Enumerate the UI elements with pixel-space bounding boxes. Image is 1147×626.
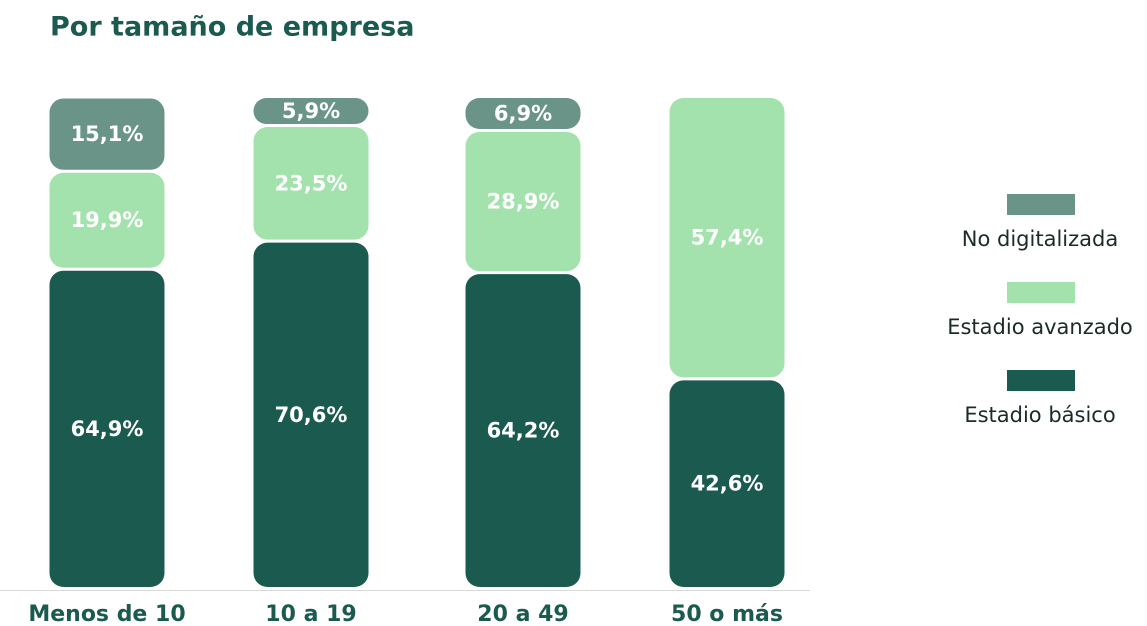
data-label: 64,2% bbox=[487, 419, 560, 443]
legend-label: No digitalizada bbox=[962, 227, 1118, 251]
bar-segment bbox=[465, 98, 581, 129]
bar-segment bbox=[253, 242, 369, 587]
bar-segment bbox=[465, 131, 581, 272]
data-label: 19,9% bbox=[71, 208, 144, 232]
x-tick-label: Menos de 10 bbox=[28, 602, 185, 626]
data-label: 23,5% bbox=[275, 171, 348, 195]
bar-segment bbox=[465, 274, 581, 587]
bar-segment bbox=[669, 380, 785, 587]
x-tick-label: 50 o más bbox=[671, 602, 783, 626]
chart-title: Por tamaño de empresa bbox=[50, 12, 414, 43]
legend-swatch bbox=[1007, 194, 1075, 215]
legend-swatch bbox=[1007, 370, 1075, 391]
bar-segment bbox=[49, 270, 165, 587]
data-label: 15,1% bbox=[71, 122, 144, 146]
bar-segment bbox=[49, 98, 165, 170]
legend-label: Estadio avanzado bbox=[947, 315, 1133, 339]
bar-segment bbox=[669, 98, 785, 378]
bar-segment bbox=[253, 98, 369, 125]
data-label: 70,6% bbox=[275, 403, 348, 427]
data-label: 28,9% bbox=[487, 190, 560, 214]
bar-segment bbox=[49, 172, 165, 268]
x-tick-label: 20 a 49 bbox=[477, 602, 568, 626]
legend-swatch bbox=[1007, 282, 1075, 303]
data-label: 6,9% bbox=[494, 101, 552, 125]
data-label: 57,4% bbox=[691, 226, 764, 250]
data-label: 5,9% bbox=[282, 99, 340, 123]
data-label: 64,9% bbox=[71, 417, 144, 441]
x-tick-label: 10 a 19 bbox=[265, 602, 356, 626]
legend-label: Estadio básico bbox=[964, 403, 1115, 427]
data-label: 42,6% bbox=[691, 472, 764, 496]
bar-segment bbox=[253, 127, 369, 240]
